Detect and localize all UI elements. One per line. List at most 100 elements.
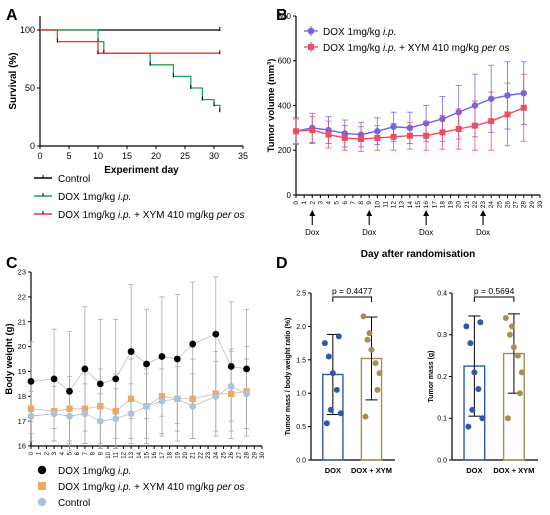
x-tick-label: 11 [382,201,389,208]
y-tick-label: 19 [18,367,26,376]
data-dot [321,340,328,347]
data-point [158,393,166,400]
x-tick-label: 1 [37,451,43,455]
x-tick-label: 13 [399,201,406,209]
x-tick-label: 20 [151,151,161,161]
data-point [423,132,430,139]
x-tick-label: 27 [513,201,520,209]
data-point [112,415,120,423]
y-tick-label: 20 [18,342,26,351]
x-axis-title: Experiment day [104,165,179,176]
x-tick-label: 26 [504,201,511,209]
x-tick-label: 29 [252,451,258,458]
y-tick-label: 22 [18,292,26,301]
x-tick-label: 17 [160,451,166,458]
data-point [173,355,181,363]
data-point [406,132,413,139]
data-dot [479,415,486,422]
x-tick-label: 25 [180,151,190,161]
y-tick-label: 17 [18,417,26,426]
data-point [158,397,166,405]
x-tick-label: 22 [472,201,479,209]
x-tick-label: 25 [496,201,503,209]
data-point [358,136,365,143]
x-tick-label: 8 [91,451,97,455]
data-point [66,405,73,412]
data-point [189,395,196,402]
category-label: DOX [466,466,482,475]
x-tick-label: 13 [129,451,135,458]
x-tick-label: 5 [334,201,341,205]
data-point [112,408,119,415]
x-tick-label: 10 [93,151,103,161]
x-tick-label: 16 [152,451,158,458]
data-point [227,363,235,370]
y-tick-label: 1.0 [296,391,306,398]
panel-d-ratio-chart: 0.0 0.5 1.0 1.5 2.0 2.5 Tumor mass / body weig… [285,286,395,475]
data-dot [506,331,513,338]
x-tick-label: 20 [456,201,463,209]
x-tick-label: 24 [488,201,495,209]
data-dot [516,390,523,397]
y-tick-label: 23 [18,268,26,277]
data-dot [471,369,478,376]
y-axis-title: Tumor mass / body weight ratio (%) [285,318,292,436]
data-dot [376,370,383,377]
data-point [127,348,135,355]
panel-label-d: D [276,255,288,272]
data-point [228,390,235,397]
y-tick-label: 100 [20,25,35,35]
x-tick-label: 4 [326,201,333,205]
data-point [212,392,220,400]
data-point [81,410,89,418]
data-point [27,405,35,412]
series-line [30,333,247,392]
x-tick-label: 28 [245,451,251,458]
data-dot [374,386,381,393]
x-tick-label: 26 [229,451,235,458]
y-tick-label: 400 [278,101,292,110]
x-tick-label: 0 [293,201,300,205]
data-point [227,382,235,390]
x-tick-label: 10 [374,201,381,209]
survival-line [40,29,220,54]
x-tick-label: 27 [237,451,243,458]
data-dot [477,319,484,326]
y-tick-label: 0 [30,141,35,151]
data-point [325,131,332,138]
category-label: DOX + XYM [351,466,392,475]
data-point [520,104,527,111]
y-tick-label: 0.0 [437,457,447,464]
x-tick-label: 23 [206,451,212,458]
x-tick-label: 2 [44,451,50,455]
data-point [488,118,495,125]
data-point [96,417,104,425]
x-tick-label: 5 [66,151,71,161]
x-tick-label: 21 [464,201,471,209]
x-tick-label: 25 [222,451,228,458]
x-tick-label: 8 [358,201,365,205]
y-tick-label: 800 [278,12,292,21]
data-point [293,128,299,135]
y-tick-label: 0.5 [296,424,306,431]
data-point [471,122,478,129]
y-axis-title: Tumor mass (g) [428,351,435,403]
x-tick-label: 19 [448,201,455,209]
x-tick-label: 17 [431,201,438,209]
y-tick-label: 50 [25,83,35,93]
data-dot [327,406,334,413]
dox-label: Dox [419,228,433,237]
x-tick-label: 16 [423,201,430,209]
x-tick-label: 7 [83,451,89,455]
y-tick-label: 200 [278,146,292,155]
data-point [212,330,220,338]
data-point [112,375,120,383]
panel-label-a: A [6,7,18,24]
x-tick-label: 23 [480,201,487,209]
data-point [341,134,348,141]
data-point [66,387,73,395]
x-tick-label: 1 [301,201,308,205]
x-tick-label: 5 [68,451,74,455]
data-dot [329,370,336,377]
x-tick-label: 30 [260,451,266,458]
